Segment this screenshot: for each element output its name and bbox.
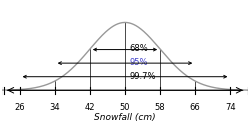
- Text: 95%: 95%: [130, 58, 148, 67]
- X-axis label: Snowfall (cm): Snowfall (cm): [94, 113, 156, 122]
- Text: 99.7%: 99.7%: [130, 72, 156, 80]
- Text: 68%: 68%: [130, 44, 148, 53]
